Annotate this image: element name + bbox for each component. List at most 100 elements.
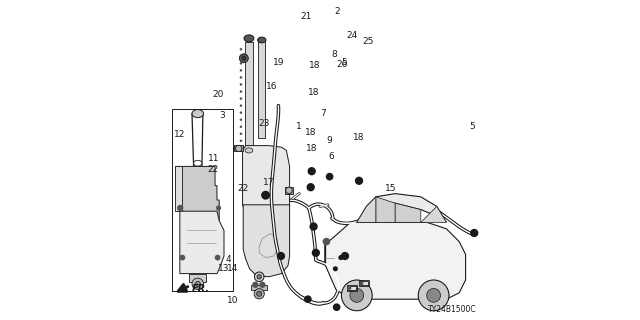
Text: 9: 9 <box>327 136 332 145</box>
Text: 18: 18 <box>305 128 316 137</box>
Text: 22: 22 <box>237 184 249 193</box>
Text: TY24B1500C: TY24B1500C <box>428 305 477 314</box>
Bar <box>359 280 369 286</box>
Circle shape <box>333 303 340 311</box>
Ellipse shape <box>245 148 253 153</box>
Polygon shape <box>175 166 182 211</box>
Text: 14: 14 <box>227 264 239 273</box>
Circle shape <box>240 132 243 135</box>
Text: 17: 17 <box>263 178 275 187</box>
Circle shape <box>240 111 243 114</box>
Circle shape <box>333 266 338 271</box>
Circle shape <box>427 288 440 302</box>
Circle shape <box>342 280 372 311</box>
Polygon shape <box>285 187 292 194</box>
Circle shape <box>236 145 242 152</box>
Polygon shape <box>421 206 447 222</box>
Polygon shape <box>243 205 290 277</box>
Text: 5: 5 <box>469 122 475 131</box>
Polygon shape <box>325 222 466 299</box>
Text: 24: 24 <box>346 31 358 40</box>
Circle shape <box>192 278 204 290</box>
Circle shape <box>240 62 243 65</box>
Text: 25: 25 <box>362 37 374 46</box>
Polygon shape <box>396 203 421 222</box>
Text: 4: 4 <box>226 255 232 264</box>
Circle shape <box>286 187 292 194</box>
Ellipse shape <box>244 35 254 42</box>
Circle shape <box>304 295 312 303</box>
Circle shape <box>179 255 186 260</box>
Polygon shape <box>357 197 376 222</box>
Text: 18: 18 <box>308 88 319 97</box>
Text: 22: 22 <box>207 165 218 174</box>
Circle shape <box>470 229 479 237</box>
Polygon shape <box>243 146 290 221</box>
Text: 16: 16 <box>266 82 277 91</box>
Polygon shape <box>245 42 253 150</box>
Text: 23: 23 <box>259 119 269 128</box>
Polygon shape <box>176 166 219 221</box>
Circle shape <box>307 167 316 175</box>
Circle shape <box>240 83 243 86</box>
Polygon shape <box>357 194 447 222</box>
Circle shape <box>360 282 364 285</box>
Polygon shape <box>189 274 206 282</box>
Polygon shape <box>251 285 268 290</box>
Text: 12: 12 <box>173 130 185 139</box>
Circle shape <box>195 281 200 286</box>
Text: 18: 18 <box>307 144 317 153</box>
Text: 18: 18 <box>310 61 321 70</box>
Text: 3: 3 <box>220 111 225 120</box>
Text: 19: 19 <box>273 58 285 67</box>
Circle shape <box>348 286 351 290</box>
Circle shape <box>252 282 259 288</box>
Text: 21: 21 <box>300 12 311 20</box>
Bar <box>347 285 357 291</box>
Ellipse shape <box>193 160 202 166</box>
Ellipse shape <box>257 37 266 43</box>
Circle shape <box>307 183 315 191</box>
Circle shape <box>216 205 221 211</box>
Text: 15: 15 <box>385 184 396 193</box>
Circle shape <box>350 288 364 302</box>
Circle shape <box>240 55 243 58</box>
Circle shape <box>257 275 262 279</box>
Circle shape <box>240 118 243 121</box>
Circle shape <box>261 191 270 200</box>
Bar <box>348 286 356 290</box>
Circle shape <box>326 173 333 180</box>
Circle shape <box>240 97 243 100</box>
Circle shape <box>323 238 330 245</box>
Circle shape <box>310 222 318 231</box>
Text: 10: 10 <box>227 296 239 305</box>
Polygon shape <box>259 40 265 138</box>
Circle shape <box>312 249 320 257</box>
Text: 18: 18 <box>353 133 364 142</box>
Circle shape <box>419 280 449 311</box>
Circle shape <box>259 282 266 288</box>
Circle shape <box>240 48 243 51</box>
Circle shape <box>177 205 183 211</box>
Ellipse shape <box>192 109 204 118</box>
Circle shape <box>240 125 243 128</box>
Circle shape <box>240 69 243 72</box>
Text: 20: 20 <box>212 90 224 99</box>
Circle shape <box>340 252 349 260</box>
Text: 7: 7 <box>321 109 326 118</box>
Polygon shape <box>376 197 396 222</box>
Circle shape <box>254 272 264 282</box>
Circle shape <box>240 104 243 107</box>
Bar <box>172 109 233 291</box>
Text: 26: 26 <box>337 60 348 68</box>
Circle shape <box>338 255 343 260</box>
Circle shape <box>240 90 243 93</box>
Text: 6: 6 <box>328 152 334 161</box>
Circle shape <box>355 177 364 185</box>
Text: 11: 11 <box>208 154 220 163</box>
Circle shape <box>242 56 246 60</box>
Circle shape <box>215 255 220 260</box>
Polygon shape <box>180 211 224 274</box>
Circle shape <box>240 76 243 79</box>
Circle shape <box>240 140 243 142</box>
